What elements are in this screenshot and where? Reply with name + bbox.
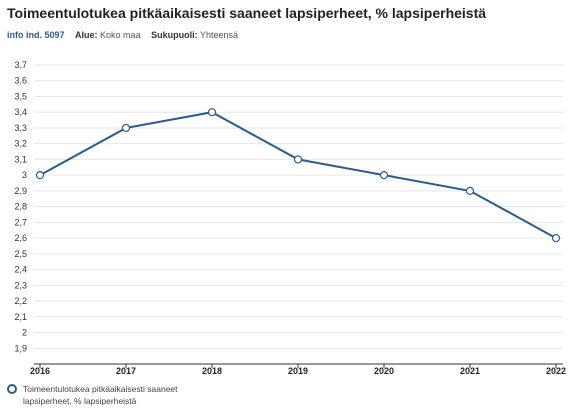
y-tick-label: 3,4: [14, 107, 27, 117]
info-indicator-link[interactable]: info ind. 5097: [7, 30, 65, 40]
y-tick-label: 2,5: [14, 249, 27, 259]
x-tick-label: 2017: [116, 366, 136, 376]
y-tick-label: 3,3: [14, 123, 27, 133]
chart-meta: info ind. 5097 Alue: Koko maa Sukupuoli:…: [7, 30, 246, 40]
y-tick-label: 2,9: [14, 186, 27, 196]
x-axis: 2016 2017 2018 2019 2020 2021 2022: [30, 363, 566, 376]
y-tick-label: 3,6: [14, 76, 27, 86]
x-tick-label: 2018: [202, 366, 222, 376]
legend[interactable]: Toimeentulotukea pitkäaikaisesti saaneet…: [7, 383, 187, 407]
chart-title: Toimeentulotukea pitkäaikaisesti saaneet…: [7, 5, 487, 21]
data-point[interactable]: [293, 155, 303, 164]
area-key: Alue:: [75, 30, 98, 40]
y-tick-label: 2,4: [14, 265, 27, 275]
gender-key: Sukupuoli:: [151, 30, 198, 40]
data-point[interactable]: [121, 123, 131, 133]
data-point[interactable]: [35, 171, 45, 180]
y-tick-label: 3: [22, 170, 27, 180]
gender-value: Yhteensä: [199, 30, 238, 40]
legend-marker-icon: [7, 384, 17, 394]
data-point[interactable]: [465, 186, 475, 195]
grid-lines: [34, 64, 563, 349]
y-tick-label: 3,1: [14, 154, 27, 164]
x-tick-label: 2020: [374, 366, 394, 376]
y-tick-label: 3,5: [14, 91, 27, 101]
y-tick-label: 2,3: [14, 280, 27, 290]
x-tick-label: 2021: [460, 366, 480, 376]
area-value: Koko maa: [100, 30, 141, 40]
data-point[interactable]: [207, 108, 217, 117]
legend-label: Toimeentulotukea pitkäaikaisesti saaneet…: [23, 384, 178, 406]
y-tick-label: 2,2: [14, 296, 27, 306]
y-tick-label: 2,7: [14, 217, 27, 227]
y-tick-label: 2,8: [14, 202, 27, 212]
data-point[interactable]: [379, 171, 389, 180]
y-tick-label: 3,2: [14, 139, 27, 149]
x-tick-label: 2016: [30, 366, 50, 376]
x-tick-label: 2019: [288, 366, 308, 376]
y-tick-label: 3,7: [14, 60, 27, 70]
y-axis-ticks: 1,9 2 2,1 2,2 2,3 2,4 2,5 2,6 2,7 2,8 2,9 3 3,1 3,2 3,…: [14, 60, 27, 353]
data-point[interactable]: [551, 234, 561, 243]
y-tick-label: 2,6: [14, 233, 27, 243]
y-tick-label: 1,9: [14, 343, 27, 353]
y-tick-label: 2,1: [14, 312, 27, 322]
x-tick-label: 2022: [546, 366, 566, 376]
series-group: [35, 108, 561, 243]
y-tick-label: 2: [22, 328, 27, 338]
